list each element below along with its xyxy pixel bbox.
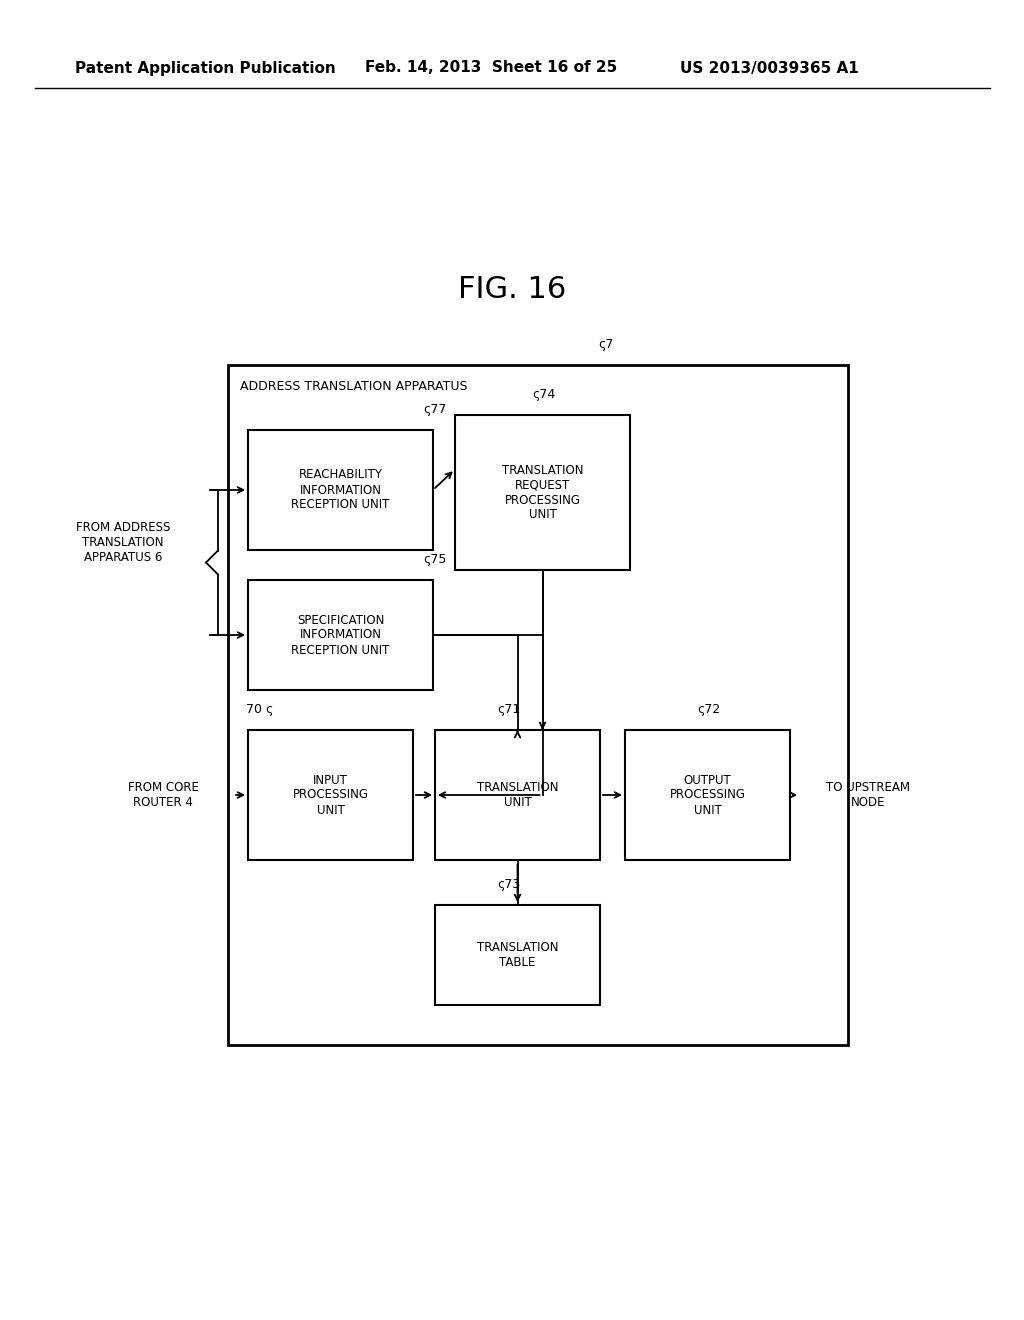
Text: ADDRESS TRANSLATION APPARATUS: ADDRESS TRANSLATION APPARATUS xyxy=(240,380,468,393)
Text: ς73: ς73 xyxy=(498,878,521,891)
Bar xyxy=(248,430,433,550)
Text: FROM CORE
ROUTER 4: FROM CORE ROUTER 4 xyxy=(128,781,199,809)
Text: ς77: ς77 xyxy=(423,403,446,416)
Text: TRANSLATION
TABLE: TRANSLATION TABLE xyxy=(477,941,558,969)
Text: Patent Application Publication: Patent Application Publication xyxy=(75,61,336,75)
Bar xyxy=(455,414,630,570)
Text: Feb. 14, 2013  Sheet 16 of 25: Feb. 14, 2013 Sheet 16 of 25 xyxy=(365,61,617,75)
Text: SPECIFICATION
INFORMATION
RECEPTION UNIT: SPECIFICATION INFORMATION RECEPTION UNIT xyxy=(291,614,390,656)
Text: OUTPUT
PROCESSING
UNIT: OUTPUT PROCESSING UNIT xyxy=(670,774,745,817)
Text: ς74: ς74 xyxy=(532,388,556,401)
Text: ς72: ς72 xyxy=(697,704,721,715)
Text: TO UPSTREAM
NODE: TO UPSTREAM NODE xyxy=(826,781,910,809)
Bar xyxy=(248,730,413,861)
Text: TRANSLATION
UNIT: TRANSLATION UNIT xyxy=(477,781,558,809)
Bar xyxy=(228,366,848,1045)
Text: US 2013/0039365 A1: US 2013/0039365 A1 xyxy=(680,61,859,75)
Text: ς71: ς71 xyxy=(498,704,521,715)
Bar xyxy=(435,906,600,1005)
Text: TRANSLATION
REQUEST
PROCESSING
UNIT: TRANSLATION REQUEST PROCESSING UNIT xyxy=(502,463,584,521)
Text: 70 ς: 70 ς xyxy=(246,704,273,715)
Text: FROM ADDRESS
TRANSLATION
APPARATUS 6: FROM ADDRESS TRANSLATION APPARATUS 6 xyxy=(76,521,170,564)
Bar xyxy=(248,579,433,690)
Text: REACHABILITY
INFORMATION
RECEPTION UNIT: REACHABILITY INFORMATION RECEPTION UNIT xyxy=(291,469,390,511)
Text: ς75: ς75 xyxy=(423,553,446,566)
Text: FIG. 16: FIG. 16 xyxy=(458,276,566,305)
Text: ς7: ς7 xyxy=(598,338,613,351)
Text: INPUT
PROCESSING
UNIT: INPUT PROCESSING UNIT xyxy=(293,774,369,817)
Bar xyxy=(435,730,600,861)
Bar xyxy=(625,730,790,861)
